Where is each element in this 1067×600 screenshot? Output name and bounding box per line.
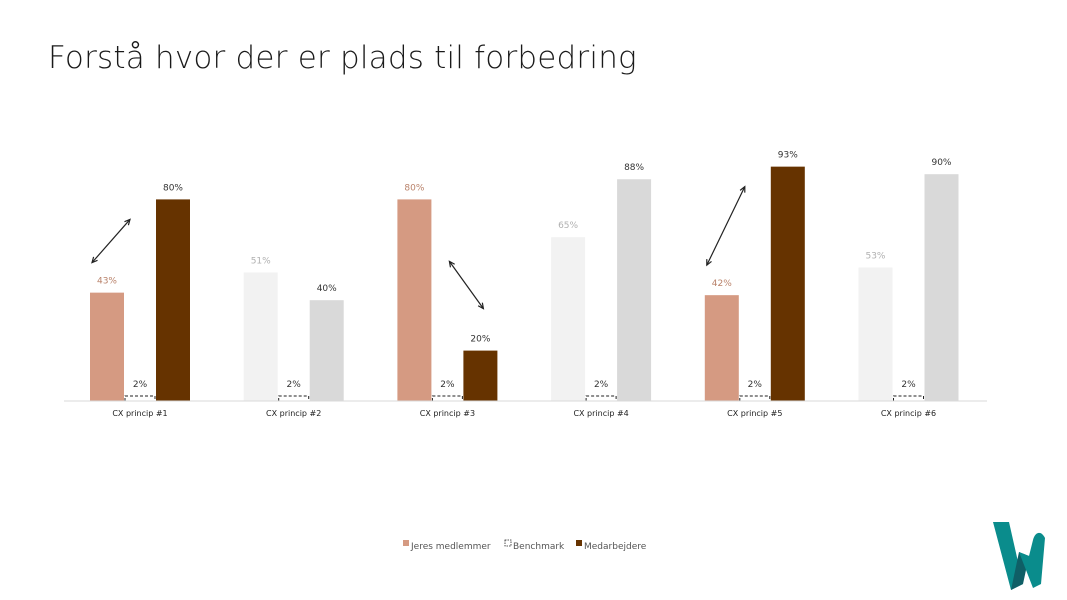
value-label-benchmark-5: 2% [748, 380, 763, 390]
gap-arrow-1 [91, 218, 131, 264]
value-label-benchmark-1: 2% [133, 380, 148, 390]
w-logo-icon [993, 522, 1045, 590]
bar-medarbejdere-1 [156, 199, 190, 401]
value-label-jeres-medlemmer-4: 65% [558, 221, 578, 231]
gap-arrow-3 [448, 260, 485, 310]
value-label-medarbejdere-5: 93% [778, 151, 798, 161]
legend-label: Medarbejdere [584, 542, 647, 552]
category-label-5: CX princip #5 [727, 409, 782, 418]
bar-benchmark-6 [893, 395, 924, 402]
value-label-medarbejdere-2: 40% [317, 284, 337, 294]
category-labels-layer: CX princip #1 CX princip #2 CX princip #3 C… [112, 409, 936, 418]
category-label-2: CX princip #2 [266, 409, 321, 418]
bar-jeres-medlemmer-2 [243, 272, 278, 401]
bar-benchmark-5 [739, 395, 771, 402]
legend: Jeres medlemmer Benchmark Medarbejdere [403, 539, 647, 552]
bar-jeres-medlemmer-4 [551, 237, 586, 401]
bar-benchmark-4 [585, 395, 617, 402]
value-label-jeres-medlemmer-6: 53% [865, 251, 885, 261]
value-label-medarbejdere-4: 88% [624, 163, 644, 173]
value-label-jeres-medlemmer-2: 51% [251, 256, 271, 266]
bar-benchmark-3 [431, 395, 463, 402]
legend-item-medarbejdere: Medarbejdere [576, 540, 647, 552]
value-label-jeres-medlemmer-5: 42% [712, 279, 732, 289]
bar-medarbejdere-5 [770, 166, 805, 401]
value-label-jeres-medlemmer-1: 43% [97, 277, 117, 287]
value-label-medarbejdere-3: 20% [470, 335, 490, 345]
bar-medarbejdere-6 [924, 174, 959, 401]
value-label-benchmark-6: 2% [901, 380, 916, 390]
bar-jeres-medlemmer-6 [858, 267, 893, 401]
value-labels-layer: 43% 2% 80% 51% 2% 40% 80% 2% 20% 65% 2% 88% 42% 2% 93%… [97, 151, 952, 390]
category-label-3: CX princip #3 [420, 409, 475, 418]
bar-medarbejdere-4 [617, 179, 652, 401]
value-label-benchmark-3: 2% [440, 380, 455, 390]
legend-swatch [403, 540, 409, 546]
legend-label: Jeres medlemmer [410, 542, 491, 552]
value-label-medarbejdere-6: 90% [931, 158, 951, 168]
bar-medarbejdere-2 [309, 300, 344, 401]
legend-item-jeres-medlemmer: Jeres medlemmer [403, 540, 491, 552]
bar-benchmark-2 [278, 395, 310, 402]
category-label-6: CX princip #6 [881, 409, 936, 418]
bars-layer [90, 166, 959, 402]
value-label-medarbejdere-1: 80% [163, 183, 183, 193]
legend-swatch [504, 539, 512, 547]
category-label-4: CX princip #4 [573, 409, 628, 418]
bar-medarbejdere-3 [463, 350, 498, 401]
category-label-1: CX princip #1 [112, 409, 167, 418]
gap-arrow-5 [706, 185, 746, 267]
value-label-benchmark-4: 2% [594, 380, 609, 390]
value-label-benchmark-2: 2% [287, 380, 302, 390]
legend-item-benchmark: Benchmark [504, 539, 565, 552]
gap-arrows-layer [91, 185, 746, 310]
bar-jeres-medlemmer-1 [90, 292, 124, 401]
value-label-jeres-medlemmer-3: 80% [404, 183, 424, 193]
page-title: Forstå hvor der er plads til forbedring [48, 40, 637, 76]
bar-jeres-medlemmer-3 [397, 199, 432, 401]
legend-swatch [576, 540, 582, 546]
bar-benchmark-1 [124, 395, 156, 402]
legend-label: Benchmark [513, 542, 565, 552]
bar-jeres-medlemmer-5 [704, 295, 739, 401]
